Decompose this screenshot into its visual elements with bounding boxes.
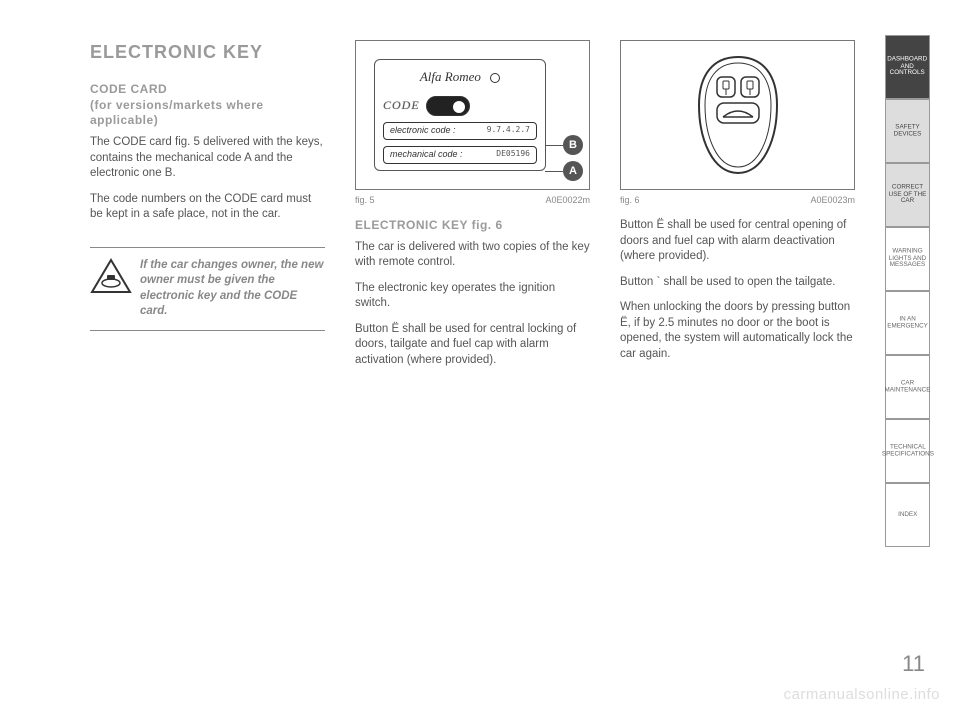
mechanical-code-field: mechanical code : DE05196: [383, 146, 537, 164]
tab-label: IN AN EMERGENCY: [887, 316, 928, 330]
col3-p3: When unlocking the doors by pressing but…: [620, 300, 855, 362]
fig6-caption-left: fig. 6: [620, 194, 640, 206]
key-fob-graphic: [693, 55, 783, 175]
fig6-caption-right: A0E0023m: [810, 194, 855, 206]
code-card-graphic: Alfa Romeo CODE electronic code : 9.7.4.…: [374, 59, 546, 171]
code-label: CODE: [383, 97, 420, 113]
warning-box: If the car changes owner, the new owner …: [90, 247, 325, 331]
figure-5: Alfa Romeo CODE electronic code : 9.7.4.…: [355, 40, 590, 190]
brand-label: Alfa Romeo: [375, 68, 545, 86]
column-3: fig. 6 A0E0023m Button Ë shall be used f…: [620, 40, 855, 378]
tab-specs[interactable]: TECHNICAL SPECIFICATIONS: [885, 419, 930, 483]
tab-label: CAR MAINTENANCE: [885, 380, 931, 394]
badge-b: B: [563, 135, 583, 155]
electronic-label: electronic code :: [390, 124, 456, 136]
side-tabs: DASHBOARD AND CONTROLS SAFETY DEVICES CO…: [885, 35, 930, 547]
leader-line-b: [545, 145, 563, 146]
electronic-code-field: electronic code : 9.7.4.2.7: [383, 122, 537, 140]
code-card-label: CODE CARD: [90, 82, 167, 96]
warning-text: If the car changes owner, the new owner …: [140, 258, 325, 320]
col2-p2: The electronic key operates the ignition…: [355, 281, 590, 312]
tab-emergency[interactable]: IN AN EMERGENCY: [885, 291, 930, 355]
code-row: CODE: [383, 96, 537, 116]
brand-logo-icon: [490, 73, 500, 83]
key-icon: [426, 96, 470, 116]
brand-text: Alfa Romeo: [420, 69, 481, 84]
tab-dashboard[interactable]: DASHBOARD AND CONTROLS: [885, 35, 930, 99]
mechanical-label: mechanical code :: [390, 148, 463, 160]
col3-p2: Button ` shall be used to open the tailg…: [620, 275, 855, 291]
tab-maintenance[interactable]: CAR MAINTENANCE: [885, 355, 930, 419]
tab-label: CORRECT USE OF THE CAR: [888, 185, 927, 206]
code-card-heading: CODE CARD (for versions/markets where ap…: [90, 82, 325, 129]
tab-label: INDEX: [898, 512, 917, 519]
code-card-sublabel: (for versions/markets where applicable): [90, 98, 264, 128]
fig5-caption-left: fig. 5: [355, 194, 375, 206]
column-1: ELECTRONIC KEY CODE CARD (for versions/m…: [90, 40, 325, 378]
page-content: ELECTRONIC KEY CODE CARD (for versions/m…: [0, 0, 960, 398]
col1-p2: The code numbers on the CODE card must b…: [90, 192, 325, 223]
col2-p3: Button Ë shall be used for central locki…: [355, 322, 590, 369]
tab-label: TECHNICAL SPECIFICATIONS: [881, 444, 933, 458]
tab-safety[interactable]: SAFETY DEVICES: [885, 99, 930, 163]
mechanical-value: DE05196: [496, 149, 530, 160]
leader-line-a: [545, 171, 563, 172]
col2-p1: The car is delivered with two copies of …: [355, 240, 590, 271]
col1-p1: The CODE card fig. 5 delivered with the …: [90, 135, 325, 182]
tab-label: SAFETY DEVICES: [888, 124, 927, 138]
col3-p1: Button Ë shall be used for central openi…: [620, 218, 855, 265]
watermark-text: carmanualsonline.info: [784, 686, 940, 703]
figure-6: [620, 40, 855, 190]
warning-triangle-icon: [90, 258, 132, 294]
electronic-value: 9.7.4.2.7: [487, 125, 530, 136]
badge-a: A: [563, 161, 583, 181]
fig5-caption: fig. 5 A0E0022m: [355, 194, 590, 206]
fig6-caption: fig. 6 A0E0023m: [620, 194, 855, 206]
fig5-caption-right: A0E0022m: [545, 194, 590, 206]
tab-warning-lights[interactable]: WARNING LIGHTS AND MESSAGES: [885, 227, 930, 291]
page-number: 11: [902, 651, 925, 677]
tab-label: DASHBOARD AND CONTROLS: [888, 57, 928, 78]
tab-correct-use[interactable]: CORRECT USE OF THE CAR: [885, 163, 930, 227]
main-title: ELECTRONIC KEY: [90, 40, 325, 64]
electronic-key-heading: ELECTRONIC KEY fig. 6: [355, 218, 590, 234]
tab-label: WARNING LIGHTS AND MESSAGES: [888, 249, 927, 270]
tab-index[interactable]: INDEX: [885, 483, 930, 547]
column-2: Alfa Romeo CODE electronic code : 9.7.4.…: [355, 40, 590, 378]
